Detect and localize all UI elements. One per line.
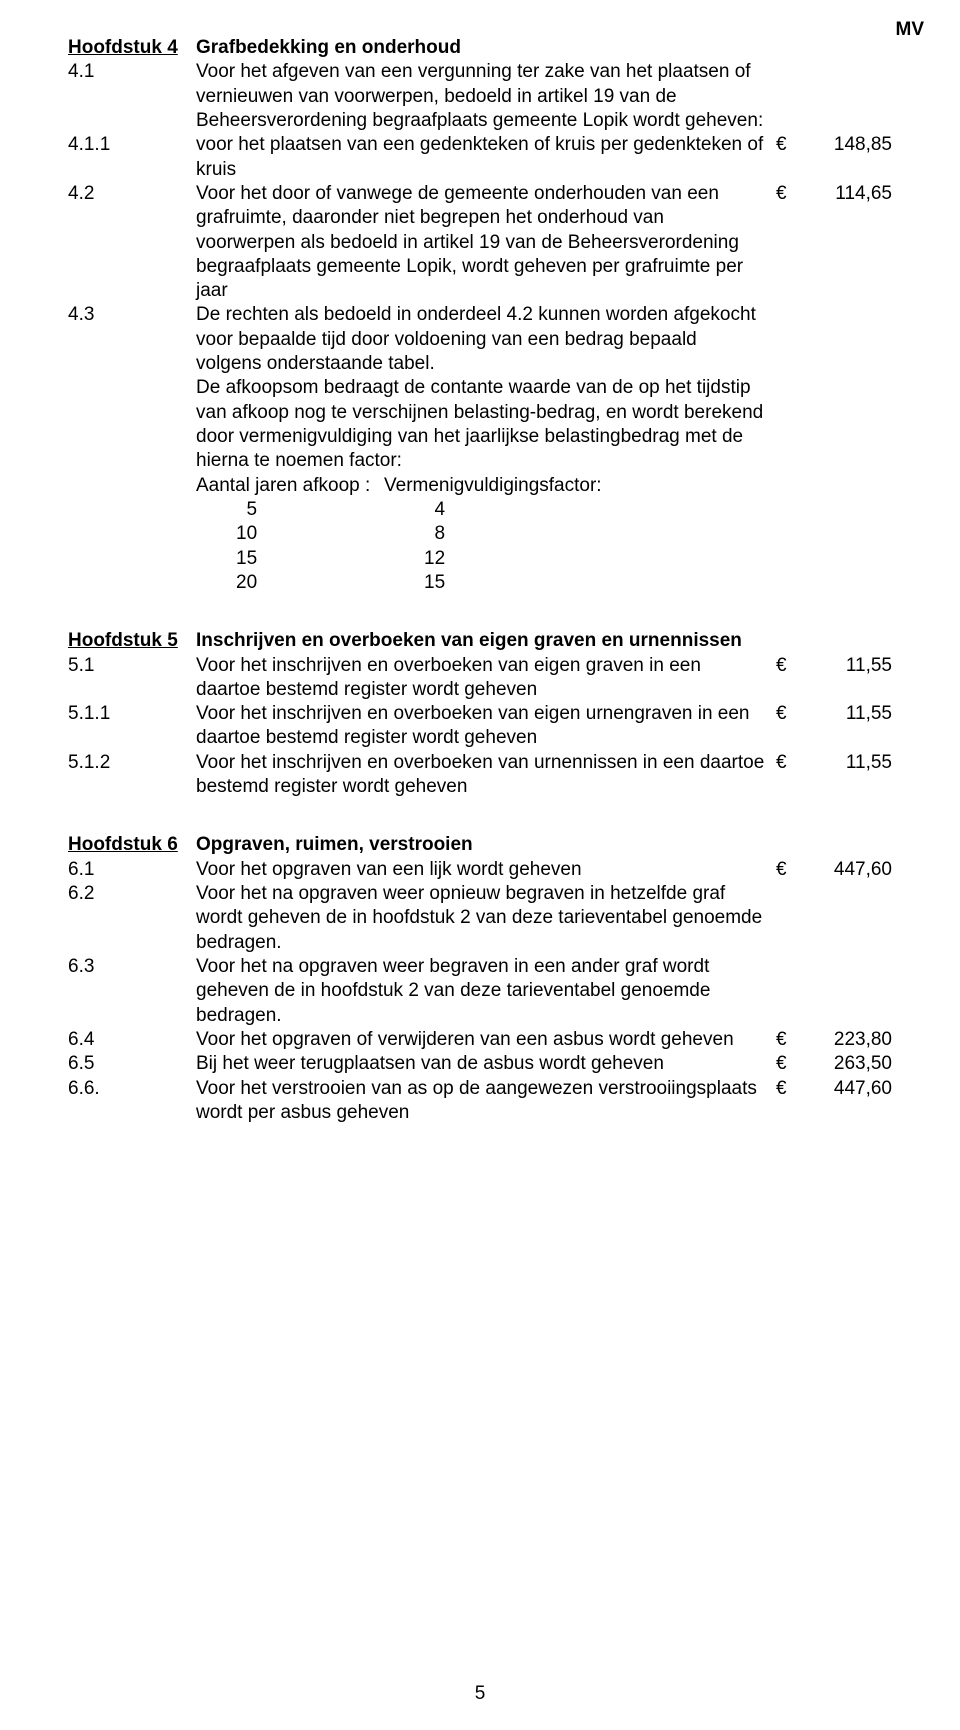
table-row: 10 8 — [196, 522, 766, 546]
table-cell: 20 — [236, 571, 424, 595]
section-4: Hoofdstuk 4 Grafbedekking en onderhoud 4… — [68, 36, 892, 595]
item-5-1-1-text: Voor het inschrijven en overboeken van e… — [196, 702, 776, 751]
item-5-1-2-text: Voor het inschrijven en overboeken van u… — [196, 751, 776, 800]
item-6-5-text: Bij het weer terugplaatsen van de asbus … — [196, 1052, 776, 1076]
item-4-3: 4.3 De rechten als bedoeld in onderdeel … — [68, 303, 892, 595]
heading-6-title: Opgraven, ruimen, verstrooien — [196, 834, 473, 855]
item-4-2-cur: € — [776, 182, 806, 206]
item-6-1-val: 447,60 — [806, 858, 892, 882]
item-4-1-1-val: 148,85 — [806, 133, 892, 157]
item-4-3-num: 4.3 — [68, 303, 196, 327]
item-5-1-2: 5.1.2 Voor het inschrijven en overboeken… — [68, 751, 892, 800]
item-6-1-num: 6.1 — [68, 858, 196, 882]
item-6-6-val: 447,60 — [806, 1077, 892, 1101]
section-6: Hoofdstuk 6 Opgraven, ruimen, verstrooie… — [68, 833, 892, 1125]
item-5-1-num: 5.1 — [68, 654, 196, 678]
item-5-1-1-val: 11,55 — [806, 702, 892, 726]
item-4-2: 4.2 Voor het door of vanwege de gemeente… — [68, 182, 892, 304]
item-6-2: 6.2 Voor het na opgraven weer opnieuw be… — [68, 882, 892, 955]
item-6-6-text: Voor het verstrooien van as op de aangew… — [196, 1077, 776, 1126]
table-cell: 8 — [424, 522, 445, 546]
item-4-1-1: 4.1.1 voor het plaatsen van een gedenkte… — [68, 133, 892, 182]
item-4-1: 4.1 Voor het afgeven van een vergunning … — [68, 60, 892, 133]
item-5-1-2-val: 11,55 — [806, 751, 892, 775]
item-6-4-num: 6.4 — [68, 1028, 196, 1052]
item-6-1-cur: € — [776, 858, 806, 882]
item-6-6: 6.6. Voor het verstrooien van as op de a… — [68, 1077, 892, 1126]
item-6-5: 6.5 Bij het weer terugplaatsen van de as… — [68, 1052, 892, 1076]
item-4-2-text: Voor het door of vanwege de gemeente ond… — [196, 182, 776, 304]
item-6-3-num: 6.3 — [68, 955, 196, 979]
item-6-3: 6.3 Voor het na opgraven weer begraven i… — [68, 955, 892, 1028]
item-6-5-cur: € — [776, 1052, 806, 1076]
item-4-3-tabhead-l: Aantal jaren afkoop : — [196, 474, 384, 498]
item-4-3-text: De rechten als bedoeld in onderdeel 4.2 … — [196, 303, 766, 376]
item-6-4-val: 223,80 — [806, 1028, 892, 1052]
table-cell: 12 — [424, 547, 445, 571]
table-cell: 4 — [424, 498, 445, 522]
item-5-1-1-num: 5.1.1 — [68, 702, 196, 726]
table-cell: 15 — [424, 571, 445, 595]
item-4-1-num: 4.1 — [68, 60, 196, 84]
table-cell: 10 — [236, 522, 424, 546]
item-5-1: 5.1 Voor het inschrijven en overboeken v… — [68, 654, 892, 703]
item-6-2-num: 6.2 — [68, 882, 196, 906]
heading-4-title: Grafbedekking en onderhoud — [196, 37, 461, 58]
item-4-2-val: 114,65 — [806, 182, 892, 206]
heading-5: Hoofdstuk 5 Inschrijven en overboeken va… — [68, 629, 892, 653]
section-5: Hoofdstuk 5 Inschrijven en overboeken va… — [68, 629, 892, 799]
item-5-1-1: 5.1.1 Voor het inschrijven en overboeken… — [68, 702, 892, 751]
item-4-3-tabhead-r: Vermenigvuldigingsfactor: — [384, 474, 602, 498]
item-5-1-1-cur: € — [776, 702, 806, 726]
page: MV Hoofdstuk 4 Grafbedekking en onderhou… — [0, 0, 960, 1730]
table-row: 5 4 — [196, 498, 766, 522]
item-6-4-text: Voor het opgraven of verwijderen van een… — [196, 1028, 776, 1052]
top-right-marker: MV — [896, 18, 925, 42]
heading-6: Hoofdstuk 6 Opgraven, ruimen, verstrooie… — [68, 833, 892, 857]
heading-4-num: Hoofdstuk 4 — [68, 37, 178, 58]
item-4-1-1-text: voor het plaatsen van een gedenkteken of… — [196, 133, 776, 182]
item-6-1: 6.1 Voor het opgraven van een lijk wordt… — [68, 858, 892, 882]
item-6-6-cur: € — [776, 1077, 806, 1101]
item-5-1-text: Voor het inschrijven en overboeken van e… — [196, 654, 776, 703]
item-5-1-2-cur: € — [776, 751, 806, 775]
heading-5-title: Inschrijven en overboeken van eigen grav… — [196, 629, 892, 653]
item-4-2-num: 4.2 — [68, 182, 196, 206]
table-cell: 5 — [236, 498, 424, 522]
item-6-3-text: Voor het na opgraven weer begraven in ee… — [196, 955, 776, 1028]
item-6-4: 6.4 Voor het opgraven of verwijderen van… — [68, 1028, 892, 1052]
item-6-6-num: 6.6. — [68, 1077, 196, 1101]
heading-6-num: Hoofdstuk 6 — [68, 834, 178, 855]
item-5-1-cur: € — [776, 654, 806, 678]
item-5-1-2-num: 5.1.2 — [68, 751, 196, 775]
table-row: 15 12 — [196, 547, 766, 571]
item-4-3-text2: De afkoopsom bedraagt de contante waarde… — [196, 376, 766, 473]
heading-4: Hoofdstuk 4 Grafbedekking en onderhoud — [68, 36, 892, 60]
item-6-2-text: Voor het na opgraven weer opnieuw begrav… — [196, 882, 776, 955]
page-number: 5 — [0, 1682, 960, 1706]
item-4-3-tablehead: Aantal jaren afkoop : Vermenigvuldigings… — [196, 474, 766, 498]
item-6-5-val: 263,50 — [806, 1052, 892, 1076]
item-4-1-1-num: 4.1.1 — [68, 133, 196, 157]
item-6-1-text: Voor het opgraven van een lijk wordt geh… — [196, 858, 776, 882]
heading-5-num: Hoofdstuk 5 — [68, 630, 178, 651]
item-4-1-1-cur: € — [776, 133, 806, 157]
item-6-5-num: 6.5 — [68, 1052, 196, 1076]
table-row: 20 15 — [196, 571, 766, 595]
table-cell: 15 — [236, 547, 424, 571]
item-5-1-val: 11,55 — [806, 654, 892, 678]
item-4-1-text: Voor het afgeven van een vergunning ter … — [196, 60, 776, 133]
item-6-4-cur: € — [776, 1028, 806, 1052]
